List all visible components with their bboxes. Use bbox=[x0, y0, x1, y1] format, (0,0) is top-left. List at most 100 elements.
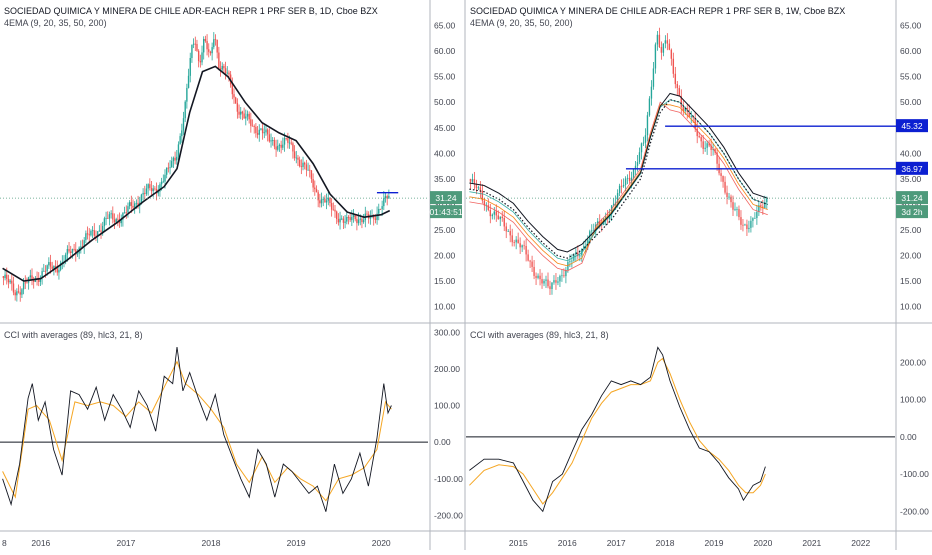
candle-body bbox=[652, 68, 655, 87]
candle-body bbox=[728, 196, 730, 198]
candle-body bbox=[616, 193, 619, 203]
left-cci-pane[interactable]: CCI with averages (89, hlc3, 21, 8) bbox=[4, 330, 143, 340]
candle-body bbox=[83, 240, 85, 247]
candle-body bbox=[66, 249, 69, 255]
right-x-tick: 2015 bbox=[509, 538, 528, 548]
right-price-indicator-label: 4EMA (9, 20, 35, 50, 200) bbox=[470, 18, 573, 28]
candle-body bbox=[509, 231, 511, 236]
candle-body bbox=[123, 212, 126, 214]
candle-body bbox=[330, 202, 333, 210]
candle-body bbox=[191, 44, 193, 59]
candle-body bbox=[295, 157, 297, 159]
candle-body bbox=[300, 166, 303, 168]
candle-body bbox=[71, 249, 74, 253]
candle-body bbox=[722, 176, 724, 182]
candle-body bbox=[746, 224, 748, 229]
candle-body bbox=[58, 269, 60, 273]
candle-body bbox=[656, 34, 659, 45]
candle-body bbox=[702, 141, 704, 149]
candle-body bbox=[531, 261, 533, 267]
candle-body bbox=[127, 206, 129, 213]
candle-body bbox=[113, 219, 116, 223]
right-cci-y-tick: 100.00 bbox=[900, 395, 926, 405]
left-price-y-tick: 25.00 bbox=[434, 225, 456, 235]
left-price-y-tick: 15.00 bbox=[434, 276, 456, 286]
candle-body bbox=[41, 271, 43, 278]
candle-body bbox=[374, 218, 377, 220]
left-x-tick: 2020 bbox=[372, 538, 391, 548]
left-price-pane[interactable]: SOCIEDAD QUIMICA Y MINERA DE CHILE ADR-E… bbox=[4, 6, 378, 28]
candle-body bbox=[672, 58, 675, 74]
countdown-badge bbox=[896, 205, 928, 219]
candle-body bbox=[255, 126, 257, 134]
candle-body bbox=[91, 230, 94, 232]
candle-body bbox=[272, 140, 274, 141]
candle-body bbox=[122, 212, 124, 220]
candle-body bbox=[742, 224, 744, 226]
last-price-badge bbox=[430, 191, 462, 205]
candle-body bbox=[499, 216, 501, 220]
candle-body bbox=[209, 51, 212, 54]
candle-body bbox=[199, 61, 202, 63]
candle-body bbox=[263, 132, 266, 134]
left-price-y-tick: 55.00 bbox=[434, 72, 456, 82]
candle-body bbox=[593, 230, 595, 232]
candle-body bbox=[662, 43, 665, 53]
candle-body bbox=[280, 144, 282, 148]
cci-average-line bbox=[2, 360, 392, 502]
candle-body bbox=[288, 142, 291, 144]
candle-body bbox=[487, 205, 490, 210]
candle-body bbox=[622, 184, 625, 187]
last-price-badge-text: 31.24 bbox=[435, 193, 457, 203]
candle-body bbox=[236, 103, 239, 112]
candle-body bbox=[597, 221, 599, 225]
candle-body bbox=[563, 275, 565, 277]
left-x-tick: 2018 bbox=[202, 538, 221, 548]
candle-body bbox=[634, 165, 637, 170]
left-price-y-tick: 45.00 bbox=[434, 123, 456, 133]
candle-body bbox=[9, 280, 11, 283]
right-price-y-tick: 20.00 bbox=[900, 251, 922, 261]
candle-body bbox=[587, 239, 589, 247]
candle-body bbox=[68, 249, 70, 252]
candle-body bbox=[103, 218, 106, 226]
candle-body bbox=[724, 181, 726, 193]
candle-body bbox=[150, 187, 153, 192]
candle-body bbox=[762, 206, 764, 208]
right-x-tick: 2019 bbox=[705, 538, 724, 548]
candle-body bbox=[748, 227, 750, 229]
last-price-badge-text: 31.24 bbox=[901, 193, 923, 203]
candle-body bbox=[752, 218, 754, 221]
right-price-y-tick: 60.00 bbox=[900, 46, 922, 56]
candle-body bbox=[555, 280, 557, 283]
left-price-y-tick: 10.00 bbox=[434, 302, 456, 312]
ema-line bbox=[469, 101, 768, 272]
candle-body bbox=[668, 43, 671, 50]
candle-body bbox=[49, 262, 52, 267]
candle-body bbox=[297, 157, 299, 160]
candle-body bbox=[213, 39, 215, 48]
candle-body bbox=[46, 265, 48, 272]
candle-body bbox=[357, 219, 360, 224]
candle-body bbox=[352, 214, 355, 218]
candle-body bbox=[140, 194, 143, 203]
candle-body bbox=[373, 215, 375, 219]
last-price-badge bbox=[896, 191, 928, 205]
right-price-pane[interactable]: SOCIEDAD QUIMICA Y MINERA DE CHILE ADR-E… bbox=[470, 6, 845, 28]
left-x-tick: 8 bbox=[2, 538, 7, 548]
candle-body bbox=[231, 84, 234, 95]
candle-body bbox=[312, 179, 314, 188]
candle-body bbox=[160, 181, 163, 185]
right-cci-pane[interactable]: CCI with averages (89, hlc3, 21, 8) bbox=[470, 330, 609, 340]
level-badge bbox=[896, 119, 928, 133]
candle-body bbox=[309, 169, 311, 171]
candle-body bbox=[471, 179, 474, 182]
candle-body bbox=[766, 198, 768, 203]
candle-body bbox=[189, 58, 191, 76]
candle-body bbox=[149, 184, 151, 188]
candle-body bbox=[287, 138, 289, 143]
left-x-tick: 2016 bbox=[31, 538, 50, 548]
candle-body bbox=[275, 146, 277, 150]
